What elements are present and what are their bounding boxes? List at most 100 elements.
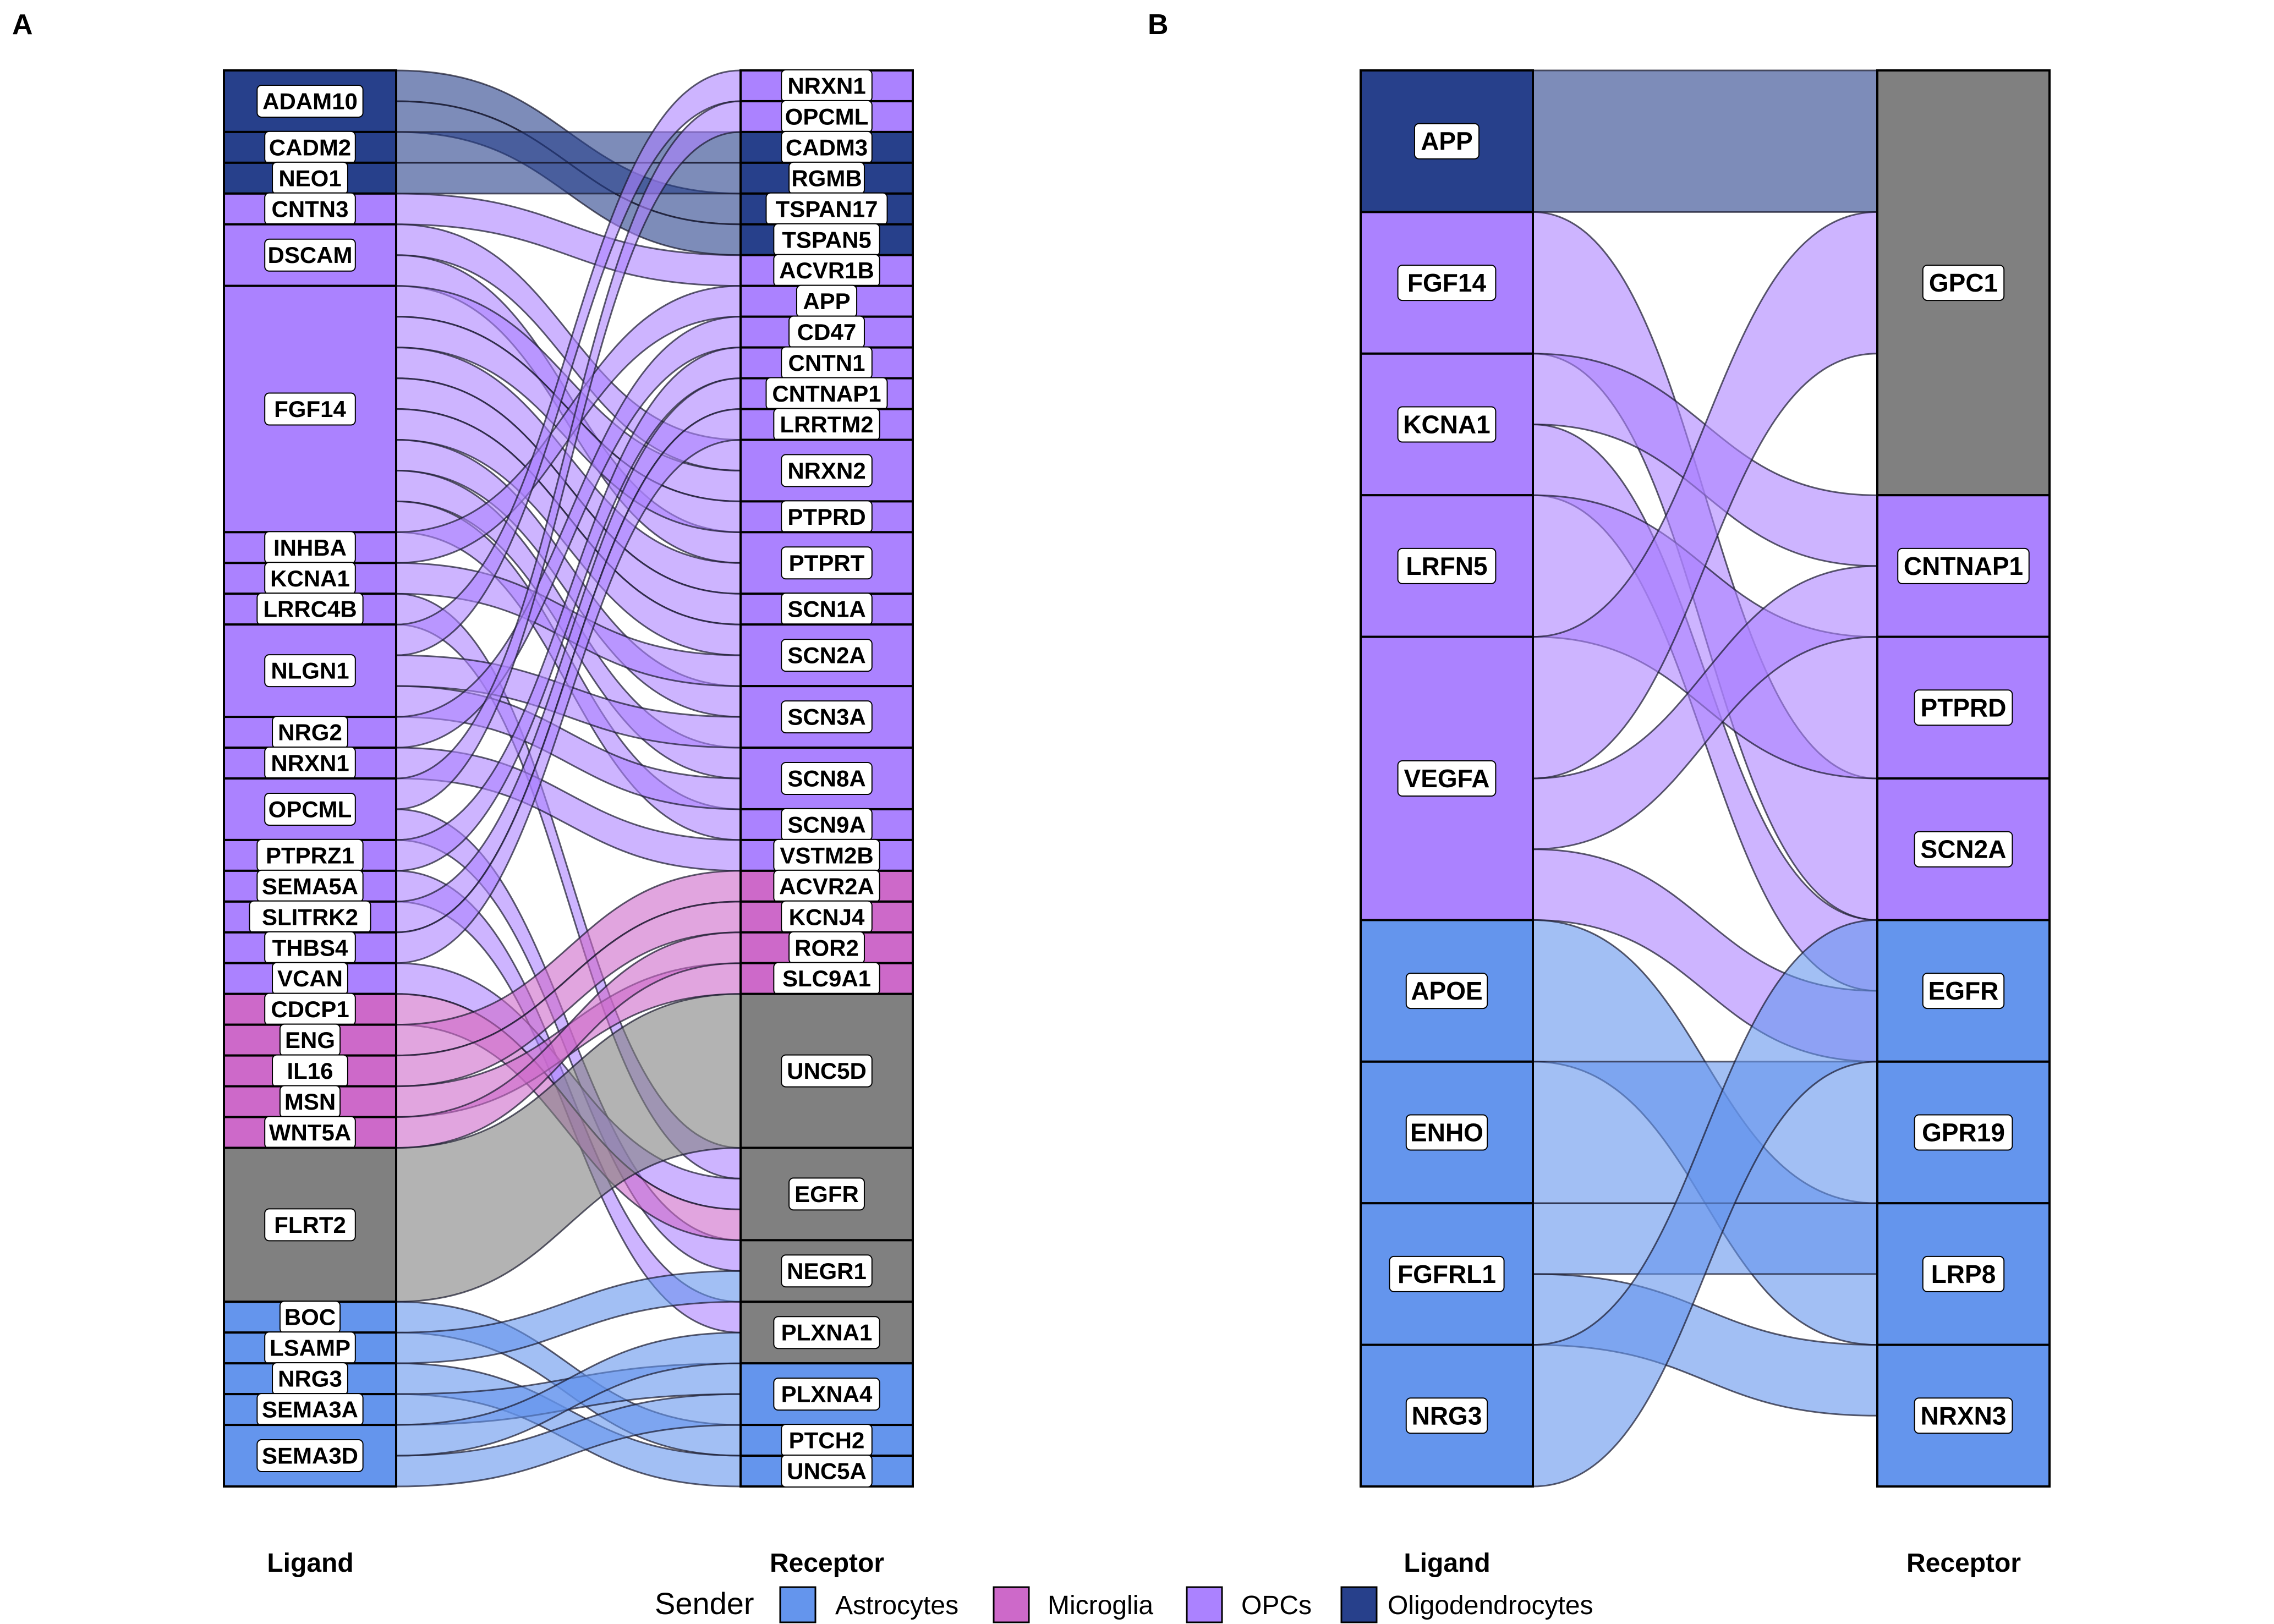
ligand-node-label-sema3d: SEMA3D <box>262 1443 358 1469</box>
receptor-node-label-box <box>788 1177 865 1211</box>
ligand-node-label-box <box>256 84 364 118</box>
ligand-node-label-nrxn1: NRXN1 <box>271 750 349 776</box>
ligand-node-label-cdcp1: CDCP1 <box>271 996 349 1022</box>
receptor-node-label-box <box>1914 689 2013 726</box>
receptor-node-label-lrp8: LRP8 <box>1931 1260 1996 1288</box>
receptor-node-label-unc5a: UNC5A <box>787 1458 867 1484</box>
receptor-node-label-acvr1b: ACVR1B <box>779 257 874 283</box>
receptor-node-label-nrxn1: NRXN1 <box>787 73 865 98</box>
ligand-node-label-nlgn1: NLGN1 <box>271 658 349 684</box>
ligand-node-label-lsamp: LSAMP <box>270 1335 350 1361</box>
receptor-node-label-egfr: EGFR <box>794 1181 859 1207</box>
ligand-node-label-nrg3: NRG3 <box>278 1366 342 1392</box>
legend-title: Sender <box>655 1586 754 1621</box>
receptor-node-label-box <box>781 546 873 580</box>
receptor-node-label-ror2: ROR2 <box>794 935 859 961</box>
panel-b-ligand-axis-label: Ligand <box>1404 1549 1490 1578</box>
receptor-node-label-tspan5: TSPAN5 <box>782 227 872 253</box>
receptor-node-label-nrxn3: NRXN3 <box>1921 1401 2007 1430</box>
ligand-node-label-kcna1: KCNA1 <box>1403 410 1490 439</box>
ligand-node-label-box <box>256 1439 364 1473</box>
flow-app-to-gpc1 <box>1532 69 1878 213</box>
receptor-node-label-ptprd: PTPRD <box>1921 693 2007 722</box>
receptor-node-label-rgmb: RGMB <box>791 165 862 191</box>
legend-swatch-opcs <box>1186 1586 1223 1623</box>
ligand-node-label-box <box>264 1208 356 1242</box>
ligand-node-label-nrg2: NRG2 <box>278 720 342 745</box>
receptor-node-label-gpr19: GPR19 <box>1922 1118 2005 1147</box>
receptor-node-label-lrrtm2: LRRTM2 <box>780 412 873 437</box>
ligand-node-label-box <box>1405 1397 1488 1434</box>
ligand-node-label-box <box>264 654 356 688</box>
ligand-node-label-msn: MSN <box>284 1089 336 1115</box>
ligand-node-label-app: APP <box>1421 127 1473 156</box>
ligand-node-label-box <box>264 238 356 272</box>
receptor-node-label-box <box>1897 547 2030 584</box>
ligand-node-label-cntn3: CNTN3 <box>271 196 348 222</box>
receptor-node-label-vstm2b: VSTM2B <box>780 842 873 868</box>
receptor-node-label-box <box>781 1254 873 1288</box>
receptor-node-label-box <box>1914 1114 2013 1151</box>
ligand-node-label-il16: IL16 <box>287 1058 333 1084</box>
receptor-node-label-ptch2: PTCH2 <box>789 1428 865 1453</box>
receptor-node-label-acvr2a: ACVR2A <box>779 873 874 899</box>
receptor-node-label-box <box>1922 265 2005 301</box>
ligand-node-label-vegfa: VEGFA <box>1404 764 1490 793</box>
ligand-node-label-slitrk2: SLITRK2 <box>262 904 358 930</box>
receptor-node-label-box <box>1914 831 2013 868</box>
receptor-node-label-negr1: NEGR1 <box>787 1258 867 1284</box>
ligand-node-label-lrfn5: LRFN5 <box>1406 552 1487 580</box>
receptor-node-label-scn9a: SCN9A <box>787 811 865 837</box>
receptor-node-label-cntnap1: CNTNAP1 <box>772 381 881 407</box>
ligand-node-label-box <box>264 792 356 826</box>
panel-a-receptor-axis-label: Receptor <box>770 1549 884 1578</box>
panel-b: B APP FGF14 KCNA1 LRFN5 VEGFA APOE ENHO FGFRL1 N… <box>1148 9 2051 1578</box>
ligand-node-label-cadm2: CADM2 <box>269 134 351 160</box>
receptor-node-label-box <box>781 700 873 734</box>
ligand-node-label-flrt2: FLRT2 <box>274 1212 346 1238</box>
receptor-node-label-opcml: OPCML <box>785 103 869 129</box>
receptor-node-label-scn2a: SCN2A <box>1921 835 2007 864</box>
panel-b-nodes: APP FGF14 KCNA1 LRFN5 VEGFA APOE ENHO FGFRL1 NRG… <box>1360 69 2051 1488</box>
receptor-node-label-box <box>1914 1397 2013 1434</box>
legend-label-opcs: OPCs <box>1241 1591 1312 1620</box>
receptor-node-label-box <box>773 1378 880 1411</box>
receptor-node-label-cd47: CD47 <box>797 319 856 345</box>
ligand-node-label-kcna1: KCNA1 <box>270 566 350 591</box>
receptor-node-label-scn1a: SCN1A <box>787 596 865 622</box>
ligand-node-label-adam10: ADAM10 <box>262 88 358 114</box>
panel-a-nodes: ADAM10 CADM2 NEO1 CNTN3 DSCAM FGF14 INHBA KCNA1… <box>223 69 914 1488</box>
ligand-node-label-dscam: DSCAM <box>268 242 353 268</box>
panel-a-links <box>395 69 742 1488</box>
receptor-node-label-box <box>781 762 873 795</box>
ligand-node-label-box <box>1405 1114 1488 1151</box>
receptor-node-label-cntnap1: CNTNAP1 <box>1904 552 2023 580</box>
ligand-node-label-sema3a: SEMA3A <box>262 1397 358 1423</box>
receptor-node-label-cadm3: CADM3 <box>786 134 868 160</box>
receptor-node-label-box <box>773 1316 880 1349</box>
ligand-node-label-box <box>1405 973 1488 1009</box>
receptor-node-label-box <box>781 1455 873 1488</box>
receptor-node-label-app: APP <box>803 288 850 314</box>
receptor-node-label-tspan17: TSPAN17 <box>776 196 878 222</box>
ligand-node-label-boc: BOC <box>284 1304 336 1330</box>
ligand-node-label-ptprz1: PTPRZ1 <box>266 842 354 868</box>
receptor-node-label-ptprt: PTPRT <box>789 550 865 576</box>
ligand-node-label-wnt5a: WNT5A <box>269 1120 351 1145</box>
receptor-node-label-box <box>1922 973 2005 1009</box>
ligand-node-label-nrg3: NRG3 <box>1412 1401 1482 1430</box>
legend-label-oligodendrocytes: Oligodendrocytes <box>1388 1591 1593 1620</box>
receptor-node-label-plxna1: PLXNA1 <box>781 1320 873 1346</box>
ligand-node-label-box <box>264 392 356 426</box>
ligand-node-label-vcan: VCAN <box>277 965 343 991</box>
receptor-node-label-unc5d: UNC5D <box>787 1058 867 1084</box>
receptor-node-label-nrxn2: NRXN2 <box>787 458 865 484</box>
legend-swatch-astrocytes <box>779 1586 817 1623</box>
panel-b-receptor-axis-label: Receptor <box>1906 1549 2021 1578</box>
panel-a: A ADAM10 CADM2 NEO1 CNTN3 DSCAM FGF14 INHBA KCN… <box>12 9 914 1578</box>
ligand-node-label-sema5a: SEMA5A <box>262 873 358 899</box>
receptor-node-label-egfr: EGFR <box>1928 976 1999 1005</box>
panel-b-links <box>1532 69 1878 1488</box>
ligand-node-label-fgf14: FGF14 <box>1407 268 1487 297</box>
